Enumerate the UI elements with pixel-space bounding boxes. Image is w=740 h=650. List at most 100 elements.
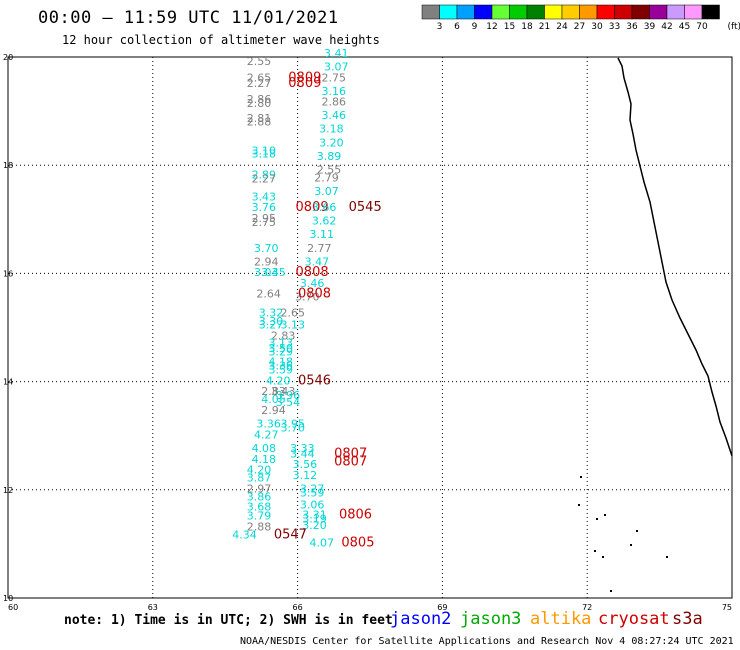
x-tick-label: 63 <box>148 603 158 612</box>
wave-height-label: 3.46 <box>300 277 325 290</box>
wave-height-label: 4.18 <box>268 355 293 368</box>
wave-height-label: 0806 <box>339 507 372 522</box>
wave-height-label: 3.07 <box>324 61 349 74</box>
wave-height-label: 0547 <box>274 527 307 542</box>
x-tick-label: 60 <box>8 603 18 612</box>
legend-bin-label: 30 <box>591 22 603 32</box>
satellite-label-altika: altika <box>530 609 592 629</box>
wave-height-label: 3.79 <box>247 510 272 523</box>
wave-height-label: 0807 <box>334 446 367 461</box>
wave-height-label: 3.29 <box>268 346 293 359</box>
wave-height-label: 2.88 <box>247 116 272 129</box>
wave-height-label: 2.80 <box>247 97 272 110</box>
island-mark <box>596 518 598 520</box>
legend-bin-label: 39 <box>644 22 656 32</box>
legend-swatch <box>491 4 510 20</box>
wave-height-label: 0809 <box>296 200 329 215</box>
island-mark <box>630 544 632 546</box>
island-mark <box>610 590 612 592</box>
wave-height-label: 3.70 <box>254 242 279 255</box>
chart-subtitle: 12 hour collection of altimeter wave hei… <box>62 33 380 47</box>
y-tick-label: 14 <box>3 378 13 387</box>
legend-bin-label: 21 <box>539 22 550 32</box>
legend-bin-label: 27 <box>574 22 585 32</box>
legend-swatch <box>666 4 685 20</box>
wave-height-label: 2.27 <box>247 77 272 90</box>
legend-unit: (ft) <box>728 22 740 32</box>
legend-bin-label: 18 <box>521 22 533 32</box>
island-mark <box>602 556 604 558</box>
satellite-label-s3a: s3a <box>672 609 703 629</box>
wave-height-label: 2.65 <box>247 71 272 84</box>
wave-height-label: 2.88 <box>247 520 272 533</box>
y-tick-label: 18 <box>3 161 13 170</box>
wave-height-label: 2.83 <box>271 329 296 342</box>
wave-height-label: 3.03 <box>254 266 279 279</box>
wave-height-label: 2.94 <box>254 255 279 268</box>
wave-height-label: 3.36 <box>256 418 281 431</box>
wave-height-label: 3.54 <box>276 396 301 409</box>
wave-height-label: 3.06 <box>300 499 325 512</box>
wave-height-label: 3.33 <box>290 442 315 455</box>
wave-height-label: 3.43 <box>271 385 296 398</box>
legend-swatch <box>439 4 458 20</box>
wave-height-label: 3.16 <box>322 85 347 98</box>
wave-height-label: 3.44 <box>290 447 315 460</box>
legend-swatch <box>579 4 598 20</box>
wave-height-label: 3.89 <box>317 150 342 163</box>
legend-bin-label: 24 <box>556 22 568 32</box>
legend-swatch <box>509 4 528 20</box>
legend-swatch <box>684 4 703 20</box>
wave-height-label: 2.81 <box>247 112 272 125</box>
legend-swatch <box>701 4 720 20</box>
satellite-label-cryosat: cryosat <box>598 609 670 629</box>
y-tick-label: 16 <box>3 269 13 278</box>
wave-height-label: 3.41 <box>324 47 349 60</box>
legend-swatch <box>596 4 615 20</box>
legend-swatch <box>456 4 475 20</box>
wave-height-label: 3.59 <box>300 486 325 499</box>
wave-height-label: 3.56 <box>293 458 318 471</box>
wave-height-label: 2.65 <box>281 307 306 320</box>
wave-height-label: 0546 <box>298 373 331 388</box>
island-mark <box>604 514 606 516</box>
wave-height-label: 3.66 <box>312 201 337 214</box>
wave-height-label: 3.62 <box>312 215 337 228</box>
wave-height-label: 2.79 <box>314 171 339 184</box>
island-mark <box>578 504 580 506</box>
wave-height-label: 3.76 <box>252 201 277 214</box>
wave-height-label: 3.18 <box>319 123 344 136</box>
legend-swatch <box>421 4 440 20</box>
wave-height-label: 0809 <box>288 76 321 91</box>
island-mark <box>580 476 582 478</box>
wave-height-label: 3.10 <box>252 144 277 157</box>
legend-swatch <box>631 4 650 20</box>
wave-height-label: 2.86 <box>247 93 272 106</box>
satellite-label-jason3: jason3 <box>460 609 522 629</box>
wave-height-label: 4.27 <box>254 428 279 441</box>
wave-height-label: 3.68 <box>247 500 272 513</box>
wave-height-label: 3.50 <box>268 342 293 355</box>
wave-height-label: 3.30 <box>259 315 284 328</box>
wave-height-label: 2.27 <box>252 173 277 186</box>
wave-height-label: 3.27 <box>300 483 325 496</box>
legend-bin-label: 6 <box>454 22 460 32</box>
legend-swatch <box>474 4 493 20</box>
legend-swatch <box>561 4 580 20</box>
wave-height-label: 4.20 <box>266 374 291 387</box>
wave-height-label: 2.77 <box>307 242 332 255</box>
legend-swatch <box>649 4 668 20</box>
island-mark <box>594 550 596 552</box>
y-tick-label: 10 <box>3 594 13 603</box>
wave-height-label: 2.83 <box>261 385 286 398</box>
y-tick-label: 12 <box>3 486 13 495</box>
wave-height-label: 3.19 <box>302 512 327 525</box>
legend-bin-label: 3 <box>437 22 443 32</box>
wave-height-label: 3.43 <box>252 190 277 203</box>
wave-height-label: 4.20 <box>247 464 272 477</box>
wave-height-label: 3.13 <box>268 336 293 349</box>
legend-bin-label: 70 <box>696 22 708 32</box>
wave-height-label: 0805 <box>341 536 374 551</box>
y-tick-label: 20 <box>3 53 13 62</box>
